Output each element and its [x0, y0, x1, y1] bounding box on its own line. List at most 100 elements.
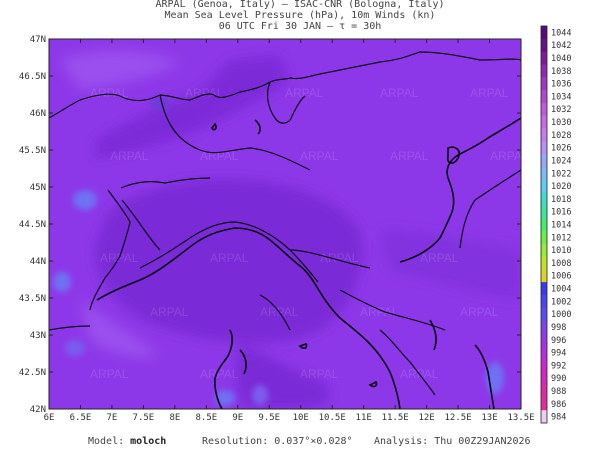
watermark-text: ARPAL	[210, 251, 249, 265]
colorbar-swatch	[541, 192, 547, 206]
lon-label: 6.5E	[70, 413, 92, 423]
colorbar-label: 986	[551, 400, 566, 410]
pressure-field	[49, 39, 521, 409]
lon-label: 9E	[232, 413, 243, 423]
colorbar-swatch	[541, 102, 547, 117]
watermark-text: ARPAL	[300, 149, 339, 163]
lat-label: 46.5N	[19, 72, 46, 82]
colorbar-label: 1024	[551, 156, 571, 166]
colorbar-swatch	[541, 333, 547, 347]
colorbar-swatch	[541, 320, 547, 334]
lon-label: 11.5E	[382, 413, 409, 423]
lat-label: 46N	[30, 109, 46, 119]
watermark-text: ARPAL	[90, 367, 129, 381]
colorbar-label: 1032	[551, 105, 571, 115]
colorbar-label: 1044	[551, 28, 571, 38]
colorbar-label: 1040	[551, 54, 571, 64]
watermark-text: ARPAL	[420, 251, 459, 265]
colorbar-swatch	[541, 256, 547, 270]
watermark-text: ARPAL	[90, 86, 129, 100]
footer-resolution-value: 0.037°×0.028°	[274, 436, 353, 447]
lon-label: 11E	[356, 413, 372, 423]
colorbar-label: 1016	[551, 208, 571, 218]
colorbar-label: 1030	[551, 118, 571, 128]
lon-label: 12.5E	[445, 413, 472, 423]
colorbar-swatch	[541, 230, 547, 245]
lat-label: 42N	[30, 405, 46, 415]
watermark-text: ARPAL	[300, 367, 339, 381]
lon-label: 13E	[481, 413, 497, 423]
colorbar-label: 996	[551, 336, 566, 346]
colorbar-label: 988	[551, 387, 566, 397]
colorbar-swatch	[541, 64, 547, 78]
colorbar-swatch	[541, 77, 547, 91]
colorbar-label: 1026	[551, 144, 571, 154]
watermark-text: ARPAL	[150, 305, 189, 319]
colorbar-label: 1004	[551, 285, 571, 295]
title-line-1: ARPAL (Genoa, Italy) — ISAC-CNR (Bologna…	[155, 0, 445, 10]
colorbar-label: 1006	[551, 272, 571, 282]
colorbar-label: 984	[551, 413, 566, 423]
watermark-text: ARPAL	[320, 251, 359, 265]
colorbar-label: 994	[551, 349, 566, 359]
lat-label: 44N	[30, 257, 46, 267]
colorbar-swatch	[541, 282, 547, 296]
lon-label: 8.5E	[195, 413, 217, 423]
colorbar-label: 1002	[551, 297, 571, 307]
footer-resolution: Resolution: 0.037°×0.028°	[202, 436, 353, 447]
colorbar-label: 1000	[551, 310, 571, 320]
colorbar-label: 1028	[551, 131, 571, 141]
colorbar-label: 1008	[551, 259, 571, 269]
colorbar-swatch	[541, 128, 547, 142]
colorbar-label: 1020	[551, 182, 571, 192]
lon-label: 13.5E	[507, 413, 534, 423]
title-line-3: 06 UTC Fri 30 JAN — τ = 30h	[218, 21, 382, 32]
colorbar-swatch	[541, 346, 547, 360]
colorbar-swatch	[541, 90, 547, 104]
lon-label: 9.5E	[258, 413, 280, 423]
watermark-layer: ARPAL ARPAL ARPAL ARPAL ARPAL ARPAL ARPAL ARPAL…	[90, 86, 529, 381]
colorbar-label: 1022	[551, 169, 571, 179]
colorbar-label: 1012	[551, 233, 571, 243]
colorbar-swatch	[541, 269, 547, 283]
colorbar-label: 1036	[551, 80, 571, 90]
lat-label: 44.5N	[19, 220, 46, 230]
lon-label: 12E	[418, 413, 434, 423]
footer-model-label: Model:	[88, 436, 125, 447]
colorbar-swatch	[541, 243, 547, 258]
watermark-text: ARPAL	[285, 86, 324, 100]
colorbar-frame	[540, 25, 548, 424]
title-line-2: Mean Sea Level Pressure (hPa), 10m Winds…	[164, 10, 436, 21]
colorbar-swatch	[541, 166, 547, 181]
lat-label: 45N	[30, 183, 46, 193]
coastlines-and-borders	[49, 51, 521, 396]
lat-label: 42.5N	[19, 368, 46, 378]
watermark-text: ARPAL	[110, 149, 149, 163]
lon-label: 8E	[169, 413, 180, 423]
lon-label: 6E	[44, 413, 55, 423]
footer-resolution-label: Resolution:	[202, 436, 269, 447]
lat-label: 43.5N	[19, 294, 46, 304]
colorbar-swatch	[541, 384, 547, 398]
colorbar-swatch	[541, 179, 547, 193]
colorbar-swatch	[541, 51, 547, 65]
watermark-text: ARPAL	[460, 305, 499, 319]
colorbar-swatch	[541, 38, 547, 53]
lat-label: 47N	[30, 35, 46, 45]
colorbar-label: 1038	[551, 67, 571, 77]
footer-analysis: Analysis: Thu 00Z29JAN2026	[374, 436, 531, 447]
colorbar-label: 1014	[551, 221, 571, 231]
colorbar-swatch	[541, 26, 547, 40]
colorbar-label: 998	[551, 323, 566, 333]
footer-analysis-value: Thu 00Z29JAN2026	[434, 436, 531, 447]
colorbar-swatch	[541, 154, 547, 168]
colorbar-label: 990	[551, 374, 566, 384]
footer-model: Model: moloch	[88, 436, 166, 447]
pressure-colorbar: 1044 1042 1040 1038 1036 1034 1032 1030 1028 1026…	[540, 25, 571, 424]
watermark-text: ARPAL	[470, 86, 509, 100]
footer-analysis-label: Analysis:	[374, 436, 429, 447]
colorbar-swatch	[541, 307, 547, 322]
lon-label: 7.5E	[133, 413, 155, 423]
colorbar-label: 1018	[551, 195, 571, 205]
